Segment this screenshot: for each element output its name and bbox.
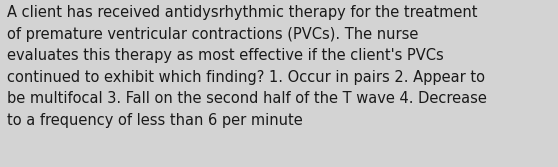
Text: A client has received antidysrhythmic therapy for the treatment
of premature ven: A client has received antidysrhythmic th… xyxy=(7,5,487,128)
